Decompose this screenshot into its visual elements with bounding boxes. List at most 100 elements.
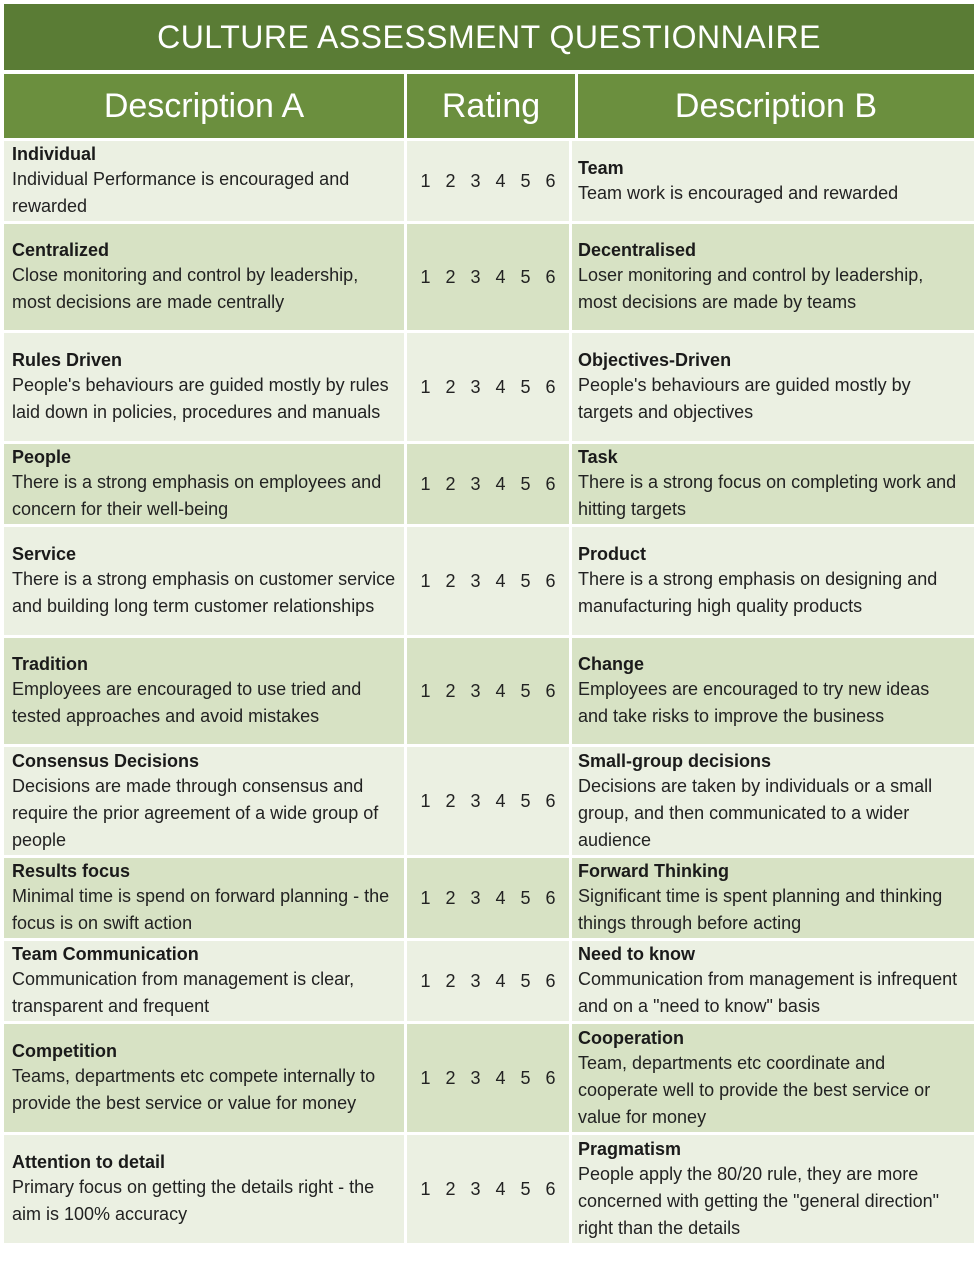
rating-option-6[interactable]: 6 [545,376,556,397]
rating-option-3[interactable]: 3 [470,266,481,287]
description-b-text: Team, departments etc coordinate and coo… [578,1052,931,1127]
rating-option-4[interactable]: 4 [495,376,506,397]
header-rating: Rating [404,74,578,138]
rating-option-5[interactable]: 5 [520,376,531,397]
rating-option-3[interactable]: 3 [470,790,481,811]
description-a-text: Individual Performance is encouraged and… [12,169,350,216]
rating-option-5[interactable]: 5 [520,1178,531,1199]
rating-option-4[interactable]: 4 [495,970,506,991]
description-a-text: There is a strong emphasis on customer s… [12,569,396,616]
rating-option-6[interactable]: 6 [545,680,556,701]
rating-option-4[interactable]: 4 [495,570,506,591]
rating-option-6[interactable]: 6 [545,887,556,908]
description-a-label: Team Communication [12,944,199,964]
rating-option-5[interactable]: 5 [520,970,531,991]
rating-option-5[interactable]: 5 [520,790,531,811]
rating-option-2[interactable]: 2 [445,970,456,991]
rating-option-3[interactable]: 3 [470,887,481,908]
rating-option-1[interactable]: 1 [420,170,431,191]
rating-option-1[interactable]: 1 [420,473,431,494]
description-a-text: Decisions are made through consensus and… [12,775,379,850]
rating-option-6[interactable]: 6 [545,970,556,991]
rating-option-3[interactable]: 3 [470,970,481,991]
rating-option-6[interactable]: 6 [545,570,556,591]
description-b-label: Team [578,157,624,178]
description-b-label: Task [578,447,618,467]
rating-option-2[interactable]: 2 [445,473,456,494]
rating-option-2[interactable]: 2 [445,570,456,591]
rating-option-3[interactable]: 3 [470,1067,481,1088]
description-a-cell: Centralized Close monitoring and control … [4,224,404,330]
rating-option-6[interactable]: 6 [545,473,556,494]
rating-option-2[interactable]: 2 [445,376,456,397]
rating-option-1[interactable]: 1 [420,266,431,287]
rating-option-1[interactable]: 1 [420,376,431,397]
rating-option-4[interactable]: 4 [495,1067,506,1088]
description-b-text: Loser monitoring and control by leadersh… [578,265,924,312]
rating-option-5[interactable]: 5 [520,266,531,287]
rating-option-2[interactable]: 2 [445,266,456,287]
description-b-text: Team work is encouraged and rewarded [578,182,899,203]
description-b-label: Cooperation [578,1027,684,1048]
description-a-text: Primary focus on getting the details rig… [12,1177,375,1224]
rating-option-5[interactable]: 5 [520,680,531,701]
description-a-cell: Service There is a strong emphasis on cus… [4,527,404,635]
rating-option-1[interactable]: 1 [420,970,431,991]
description-a-text: Minimal time is spend on forward plannin… [12,886,390,933]
description-a-cell: Rules Driven People's behaviours are guid… [4,333,404,441]
rating-option-1[interactable]: 1 [420,887,431,908]
rating-option-3[interactable]: 3 [470,473,481,494]
description-b-cell: Team Team work is encouraged and rewarded [572,141,968,221]
description-b-cell: Product There is a strong emphasis on des… [572,527,968,635]
description-a-label: Competition [12,1041,117,1061]
rating-option-6[interactable]: 6 [545,1178,556,1199]
rating-option-1[interactable]: 1 [420,790,431,811]
description-b-text: Significant time is spent planning and t… [578,886,943,933]
rating-option-3[interactable]: 3 [470,1178,481,1199]
rating-option-2[interactable]: 2 [445,680,456,701]
rating-option-4[interactable]: 4 [495,680,506,701]
rating-option-6[interactable]: 6 [545,1067,556,1088]
description-a-label: Tradition [12,654,88,674]
description-b-label: Product [578,544,647,564]
rating-option-2[interactable]: 2 [445,887,456,908]
description-b-cell: Task There is a strong focus on completin… [572,444,968,524]
rating-option-5[interactable]: 5 [520,570,531,591]
rating-option-6[interactable]: 6 [545,170,556,191]
description-a-text: Employees are encouraged to use tried an… [12,679,362,726]
rating-option-3[interactable]: 3 [470,570,481,591]
table-title: CULTURE ASSESSMENT QUESTIONNAIRE [4,4,974,74]
rating-option-3[interactable]: 3 [470,680,481,701]
rating-option-6[interactable]: 6 [545,790,556,811]
rating-option-1[interactable]: 1 [420,680,431,701]
rating-option-3[interactable]: 3 [470,170,481,191]
rating-option-5[interactable]: 5 [520,170,531,191]
table-body: Individual Individual Performance is enco… [4,138,974,1243]
rating-option-2[interactable]: 2 [445,790,456,811]
rating-option-6[interactable]: 6 [545,266,556,287]
rating-option-4[interactable]: 4 [495,790,506,811]
header-row: Description A Rating Description B [4,74,974,138]
table-row: Team Communication Communication from man… [4,938,974,1021]
rating-option-1[interactable]: 1 [420,1067,431,1088]
description-b-cell: Small-group decisions Decisions are taken… [572,747,968,855]
rating-option-2[interactable]: 2 [445,1178,456,1199]
rating-option-5[interactable]: 5 [520,1067,531,1088]
description-b-label: Decentralised [578,240,697,260]
rating-option-1[interactable]: 1 [420,570,431,591]
rating-option-4[interactable]: 4 [495,473,506,494]
rating-option-4[interactable]: 4 [495,1178,506,1199]
rating-option-3[interactable]: 3 [470,376,481,397]
rating-option-5[interactable]: 5 [520,473,531,494]
rating-option-2[interactable]: 2 [445,170,456,191]
table-row: People There is a strong emphasis on empl… [4,441,974,524]
rating-option-4[interactable]: 4 [495,266,506,287]
rating-option-1[interactable]: 1 [420,1178,431,1199]
rating-option-2[interactable]: 2 [445,1067,456,1088]
rating-option-4[interactable]: 4 [495,887,506,908]
table-row: Attention to detail Primary focus on gett… [4,1132,974,1243]
rating-option-5[interactable]: 5 [520,887,531,908]
rating-option-4[interactable]: 4 [495,170,506,191]
